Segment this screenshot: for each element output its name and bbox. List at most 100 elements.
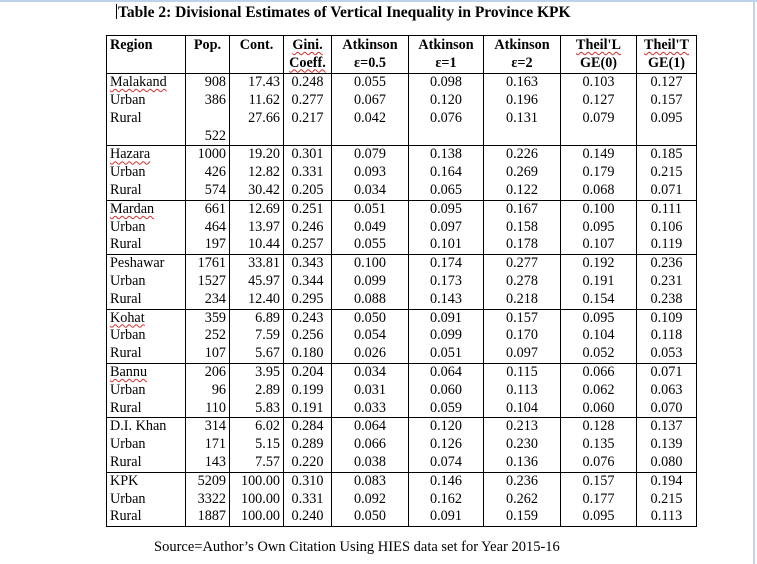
- value-cell: 464: [185, 218, 230, 237]
- table-row: Urban 464 13.97 0.246 0.049 0.097 0.158 0.095 0.…: [106, 218, 697, 237]
- table-row: Bannu 206 3.95 0.204 0.034 0.064 0.115 0.066 0.0…: [106, 362, 697, 382]
- region-cell: Rural: [106, 109, 186, 128]
- region-cell: Urban: [106, 272, 186, 291]
- region-cell: [106, 127, 186, 146]
- value-cell: 206: [185, 362, 230, 382]
- value-cell: 0.180: [283, 345, 332, 364]
- value-cell: [185, 109, 230, 128]
- header-label: Region: [110, 37, 153, 53]
- value-cell: 0.158: [483, 218, 561, 237]
- value-cell: 252: [185, 327, 230, 346]
- header-label: Cont.: [239, 37, 274, 53]
- value-cell: 0.042: [331, 109, 409, 128]
- value-cell: 2.89: [229, 381, 284, 400]
- table-row: 522: [106, 127, 697, 146]
- region-cell: Rural: [106, 181, 186, 201]
- value-cell: 0.101: [408, 236, 484, 255]
- header-cell-8: Theil'T GE(1): [636, 34, 697, 75]
- table-caption: Table 2: Divisional Estimates of Vertica…: [116, 4, 571, 22]
- value-cell: 0.100: [331, 254, 409, 273]
- value-cell: 1761: [185, 254, 230, 273]
- value-cell: 0.179: [560, 164, 637, 182]
- region-cell: Mardan: [106, 199, 186, 219]
- value-cell: 574: [185, 181, 230, 201]
- value-cell: 6.89: [229, 308, 284, 328]
- value-cell: 0.238: [636, 290, 697, 310]
- value-cell: 0.104: [483, 399, 561, 418]
- table-row: Rural 1887 100.00 0.240 0.050 0.091 0.159 0.095…: [106, 508, 697, 528]
- value-cell: 1887: [185, 508, 230, 528]
- value-cell: 0.066: [331, 436, 409, 454]
- value-cell: 0.091: [408, 508, 484, 528]
- value-cell: [229, 127, 284, 146]
- header-cell-1: Pop.: [185, 34, 230, 75]
- value-cell: 171: [185, 436, 230, 454]
- value-cell: 0.217: [283, 109, 332, 128]
- value-cell: 0.196: [483, 91, 561, 110]
- value-cell: 0.128: [560, 417, 637, 437]
- value-cell: 0.331: [283, 164, 332, 182]
- value-cell: [636, 127, 697, 146]
- header-label: Atkinson: [494, 37, 550, 53]
- value-cell: 0.251: [283, 199, 332, 219]
- region-cell: Rural: [106, 236, 186, 255]
- value-cell: 12.40: [229, 290, 284, 310]
- header-cell-2: Cont.: [229, 34, 284, 75]
- value-cell: 0.191: [560, 272, 637, 291]
- table-row: Hazara 1000 19.20 0.301 0.079 0.138 0.226 0.149…: [106, 145, 697, 165]
- value-cell: 17.43: [229, 73, 284, 92]
- region-cell: Urban: [106, 218, 186, 237]
- value-cell: 0.062: [560, 381, 637, 400]
- value-cell: 0.177: [560, 490, 637, 509]
- table-row: Rural 107 5.67 0.180 0.026 0.051 0.097 0.052 0.0…: [106, 345, 697, 364]
- value-cell: 96: [185, 381, 230, 400]
- value-cell: 0.136: [483, 453, 561, 473]
- value-cell: 100.00: [229, 490, 284, 509]
- value-cell: 33.81: [229, 254, 284, 273]
- value-cell: 0.226: [483, 145, 561, 165]
- value-cell: [483, 127, 561, 146]
- value-cell: 0.192: [560, 254, 637, 273]
- table-row: Rural 27.66 0.217 0.042 0.076 0.131 0.079 0.095: [106, 109, 697, 128]
- value-cell: 0.191: [283, 399, 332, 418]
- value-cell: 0.138: [408, 145, 484, 165]
- value-cell: 0.170: [483, 327, 561, 346]
- value-cell: 107: [185, 345, 230, 364]
- header-label: GE(1): [647, 54, 686, 71]
- value-cell: 0.095: [560, 508, 637, 528]
- region-cell: Malakand: [106, 73, 186, 92]
- value-cell: 0.053: [636, 345, 697, 364]
- value-cell: 0.049: [331, 218, 409, 237]
- value-cell: 0.091: [408, 308, 484, 328]
- value-cell: 0.149: [560, 145, 637, 165]
- value-cell: 197: [185, 236, 230, 255]
- header-label: ε=1: [435, 54, 457, 71]
- value-cell: 0.218: [483, 290, 561, 310]
- window-right-border: [753, 0, 755, 564]
- value-cell: 661: [185, 199, 230, 219]
- value-cell: 0.055: [331, 236, 409, 255]
- value-cell: 0.162: [408, 490, 484, 509]
- header-label: Theil'L: [576, 37, 621, 53]
- value-cell: [283, 127, 332, 146]
- region-cell: Urban: [106, 436, 186, 454]
- value-cell: [560, 127, 637, 146]
- table-row: D.I. Khan 314 6.02 0.284 0.064 0.120 0.213 0.12…: [106, 417, 697, 437]
- value-cell: 0.185: [636, 145, 697, 165]
- table-row: Urban 1527 45.97 0.344 0.099 0.173 0.278 0.191 0…: [106, 272, 697, 291]
- value-cell: 0.103: [560, 73, 637, 92]
- value-cell: 0.100: [560, 199, 637, 219]
- value-cell: 1000: [185, 145, 230, 165]
- value-cell: 0.033: [331, 399, 409, 418]
- value-cell: 0.051: [408, 345, 484, 364]
- table-row: KPK 5209 100.00 0.310 0.083 0.146 0.236 0.157 0.…: [106, 471, 697, 491]
- table-row: Rural 197 10.44 0.257 0.055 0.101 0.178 0.107 0.…: [106, 236, 697, 255]
- value-cell: 0.120: [408, 91, 484, 110]
- region-cell: Urban: [106, 381, 186, 400]
- value-cell: 0.215: [636, 490, 697, 509]
- value-cell: 0.064: [408, 362, 484, 382]
- value-cell: 0.092: [331, 490, 409, 509]
- region-cell: Rural: [106, 290, 186, 310]
- header-cell-6: Atkinson ε=2: [483, 34, 561, 75]
- value-cell: 0.055: [331, 73, 409, 92]
